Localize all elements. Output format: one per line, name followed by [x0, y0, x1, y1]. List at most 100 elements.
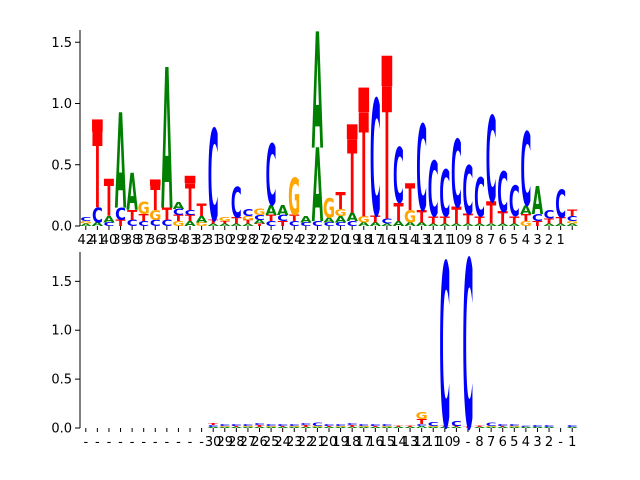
logo-letter-C: C	[451, 121, 462, 229]
x-tick-label: -	[176, 435, 181, 450]
logo-letter-A: A	[404, 427, 417, 429]
x-tick-label: -	[141, 435, 146, 450]
logo-letter-C: C	[289, 220, 300, 228]
x-tick-label: -	[165, 435, 170, 450]
logo-letter-A: A	[161, 30, 172, 254]
logo-letter-C: C	[428, 145, 439, 234]
logo-letter-A: A	[231, 427, 244, 429]
logo-letter-T: T	[393, 198, 403, 227]
logo-letter-C: C	[300, 221, 311, 227]
x-tick-label: 20	[321, 435, 338, 450]
x-tick-label: 12	[413, 435, 430, 450]
x-tick-label: 20	[332, 233, 349, 248]
logo-letter-T: T	[359, 84, 369, 250]
logo-letter-T: T	[393, 426, 404, 428]
logo-letter-G: G	[416, 411, 428, 422]
logo-letter-C: C	[242, 424, 253, 427]
logo-letter-C: C	[312, 220, 323, 228]
logo-letter-C: C	[451, 420, 462, 428]
x-tick-label: 3	[533, 435, 541, 450]
logo-letter-T: T	[266, 213, 277, 223]
logo-letter-T: T	[428, 214, 439, 226]
logo-letter-G: G	[149, 208, 161, 223]
x-tick-label: -	[83, 435, 88, 450]
x-tick-label: -	[466, 435, 471, 450]
x-tick-label: 17	[355, 435, 372, 450]
y-tick-label: 1.0	[51, 324, 72, 339]
logo-letter-G: G	[219, 217, 231, 223]
logo-letter-C: C	[266, 424, 277, 427]
x-tick-label: 14	[402, 233, 419, 248]
logo-letter-C: C	[312, 422, 323, 427]
x-tick-label: 5	[510, 233, 518, 248]
logo-letter-G: G	[335, 207, 347, 219]
x-tick-label: -	[107, 435, 112, 450]
logo-letter-A: A	[381, 223, 393, 227]
logo-letter-A: A	[115, 87, 126, 239]
logo-letter-T: T	[440, 426, 451, 428]
logo-letter-G: G	[404, 206, 416, 226]
logo-letter-C: C	[381, 424, 392, 427]
x-tick-label: 25	[274, 233, 291, 248]
logo-letter-T: T	[370, 213, 381, 225]
logo-letter-G: G	[172, 220, 184, 228]
logo-letter-C: C	[463, 214, 474, 480]
x-tick-label: 27	[240, 435, 257, 450]
logo-letter-A: A	[520, 204, 532, 217]
logo-letter-T: T	[115, 218, 126, 228]
logo-letter-T: T	[324, 426, 335, 428]
logo-letter-A: A	[254, 219, 266, 225]
logo-letter-C: C	[300, 423, 311, 426]
logo-letter-C: C	[277, 424, 288, 427]
bottom-logo-panel: 0.00.51.01.5- - - - - - - - - - -30292827262524232…	[51, 214, 579, 480]
logo-letter-G: G	[358, 426, 370, 428]
x-tick-label: 9	[464, 233, 472, 248]
x-tick-label: 17	[367, 233, 384, 248]
logo-letter-A: A	[416, 221, 428, 227]
logo-letter-G: G	[288, 426, 300, 428]
logo-letter-T: T	[336, 187, 347, 215]
logo-letter-A: A	[416, 425, 429, 428]
x-tick-label: 22	[298, 435, 315, 450]
logo-letter-G: G	[288, 169, 300, 227]
logo-letter-A: A	[265, 204, 277, 219]
logo-letter-A: A	[532, 178, 544, 223]
logo-letter-C: C	[509, 179, 520, 227]
logo-letter-C: C	[185, 209, 196, 217]
logo-letter-C: C	[92, 205, 103, 228]
logo-letter-A: A	[543, 427, 556, 429]
y-tick-label: 1.0	[51, 97, 72, 112]
x-tick-label: 38	[124, 233, 141, 248]
logo-letter-T: T	[197, 200, 207, 220]
logo-letter-G: G	[427, 426, 439, 428]
x-tick-label: 4	[522, 233, 530, 248]
logo-letter-T: T	[370, 426, 381, 428]
x-tick-label: -	[558, 435, 563, 450]
x-tick-label: 13	[413, 233, 430, 248]
logo-letter-A: A	[300, 215, 312, 225]
logo-letter-A: A	[358, 427, 371, 429]
logo-letter-A: A	[509, 223, 521, 227]
logo-letter-C: C	[474, 167, 485, 230]
logo-letter-A: A	[103, 215, 115, 225]
logo-letter-A: A	[277, 204, 289, 219]
logo-letter-T: T	[139, 212, 150, 224]
logo-letter-T: T	[417, 418, 427, 426]
logo-letter-T: T	[301, 425, 312, 428]
logo-letter-C: C	[243, 207, 254, 219]
logo-letter-T: T	[532, 220, 542, 228]
logo-letter-T: T	[440, 214, 451, 226]
logo-letter-A: A	[509, 427, 522, 429]
x-tick-label: 2	[545, 233, 553, 248]
logo-letter-C: C	[231, 424, 242, 427]
x-tick-label: 18	[344, 435, 361, 450]
x-tick-label: 41	[89, 233, 106, 248]
logo-letter-G: G	[253, 207, 265, 217]
logo-letter-C: C	[532, 425, 543, 428]
logo-letter-C: C	[104, 221, 115, 227]
logo-letter-T: T	[382, 52, 392, 262]
logo-letter-T: T	[486, 196, 497, 232]
logo-letter-A: A	[92, 221, 104, 227]
x-tick-label: 16	[379, 233, 396, 248]
